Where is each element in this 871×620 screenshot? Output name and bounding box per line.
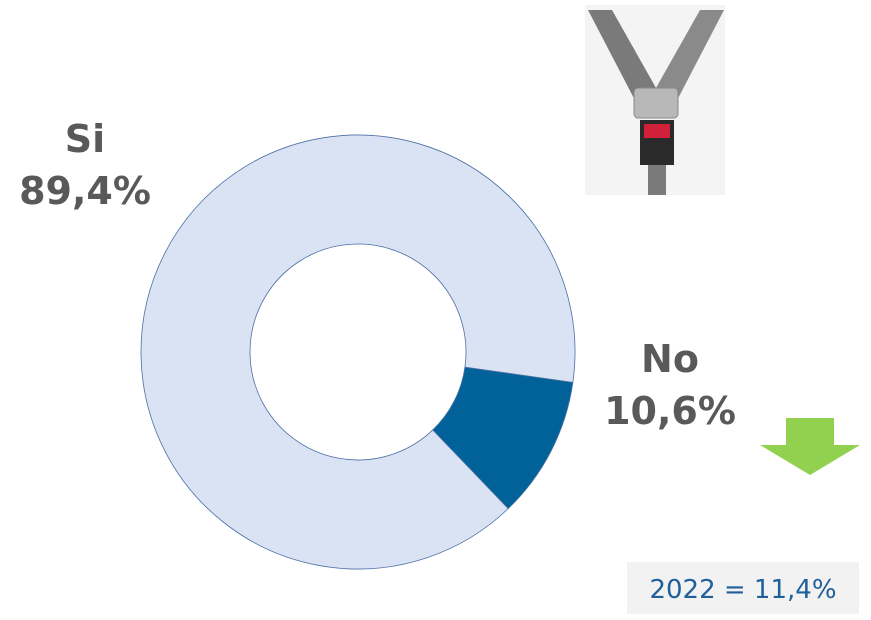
annotation-box [627, 562, 859, 614]
down-arrow [760, 445, 860, 475]
slice [140, 134, 576, 570]
category-label: Si [65, 117, 105, 161]
value-label: 89,4% [19, 169, 151, 213]
seatbelt-icon [585, 5, 725, 195]
annotation: 2022 = 11,4% [649, 575, 836, 605]
down-arrow-stem [786, 418, 834, 446]
value-label: 10,6% [604, 389, 736, 433]
category-label: No [641, 337, 699, 381]
